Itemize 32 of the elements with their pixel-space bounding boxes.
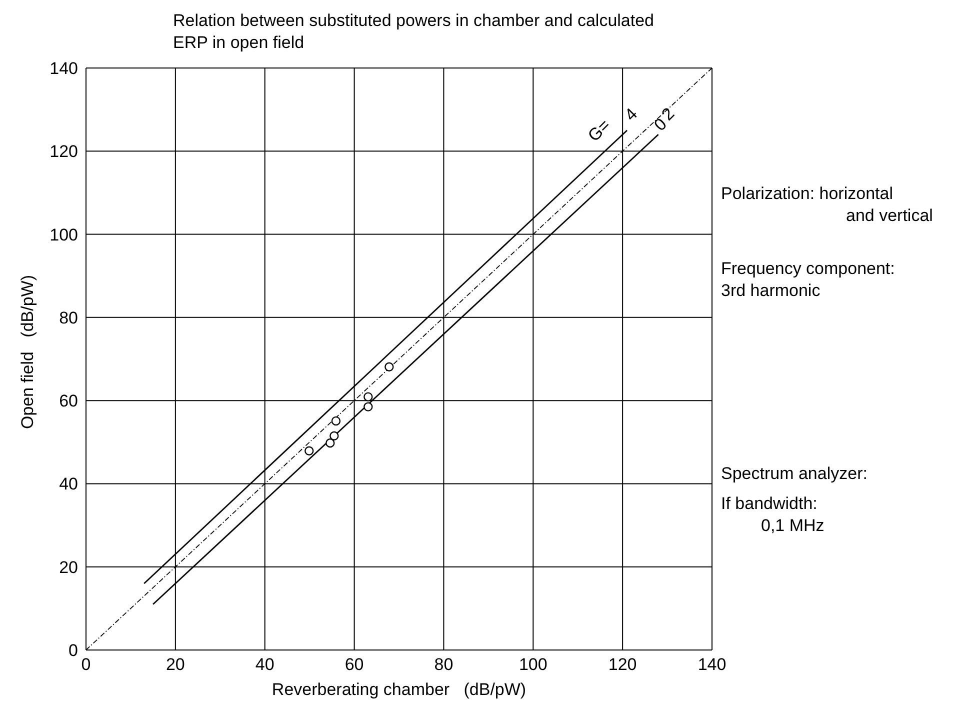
y-tick-label: 100 [50,225,78,244]
x-tick-label: 20 [166,655,185,674]
point [304,446,314,456]
y-tick-label: 140 [50,59,78,78]
point [330,431,339,441]
y-tick-label: 20 [59,558,78,577]
x-tick-label: 120 [608,655,637,674]
y-tick-label: 40 [59,474,78,494]
text: Spectrum analyzer: [721,463,868,485]
x-tick-label: 80 [434,655,454,674]
y-tick-label: 60 [59,392,78,411]
text: Frequency component: 3rd harmonic [721,258,895,302]
y-axis-title: Open field (dB/pW) [18,274,38,429]
annotation: G= [584,116,614,146]
text: 4 [621,104,642,125]
chart-title: Relation between substituted powers in chamber and calculated ERP in open field [173,10,656,54]
y-tick-label: 0 [68,641,78,660]
point [364,402,373,412]
x-tick-label: 0 [81,655,91,674]
point [331,416,341,426]
point [364,392,373,402]
x-axis-title: Reverberating chamber (dB/pW) [270,680,528,700]
x-tick-label: 100 [518,655,548,674]
point [384,362,394,372]
text: If bandwidth: 0,1 MHz [721,493,824,537]
point [326,438,335,448]
x-tick-label: 40 [255,655,274,674]
x-tick-label: 140 [698,655,726,674]
y-tick-label: 80 [59,308,78,328]
text: Polarization: horizontal and vertical [721,183,933,227]
y-tick-label: 120 [50,142,78,162]
x-tick-label: 60 [344,655,364,674]
